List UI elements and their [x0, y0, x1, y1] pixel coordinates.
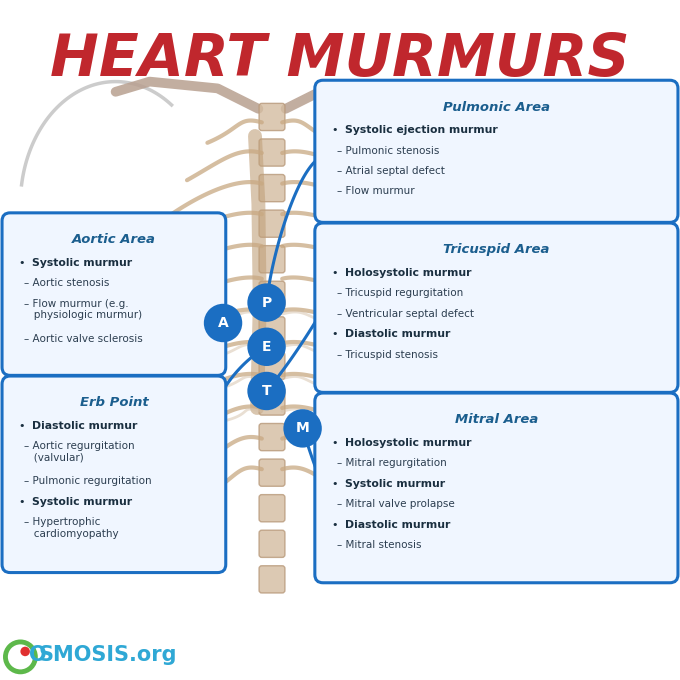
Text: SMOSIS.org: SMOSIS.org [39, 645, 177, 665]
Text: •: • [331, 268, 338, 278]
Text: T: T [262, 384, 271, 398]
FancyBboxPatch shape [315, 223, 678, 392]
Text: •: • [331, 520, 338, 530]
Text: Erb Point: Erb Point [80, 396, 148, 409]
Text: Aortic Area: Aortic Area [72, 233, 156, 246]
Circle shape [249, 373, 284, 409]
Text: •: • [331, 125, 338, 135]
Circle shape [205, 305, 241, 341]
Text: P: P [261, 296, 272, 309]
Text: Systolic murmur: Systolic murmur [32, 497, 132, 507]
Circle shape [5, 642, 35, 672]
Text: Diastolic murmur: Diastolic murmur [32, 421, 137, 431]
Text: – Ventricular septal defect: – Ventricular septal defect [337, 309, 473, 319]
Text: E: E [262, 340, 271, 354]
Text: Holosystolic murmur: Holosystolic murmur [345, 438, 471, 448]
FancyBboxPatch shape [259, 494, 285, 522]
Text: – Hypertrophic
   cardiomyopathy: – Hypertrophic cardiomyopathy [24, 517, 118, 539]
Text: •: • [331, 479, 338, 489]
Text: Mitral Area: Mitral Area [455, 413, 538, 426]
Text: – Aortic regurgitation
   (valvular): – Aortic regurgitation (valvular) [24, 441, 135, 463]
Text: – Mitral stenosis: – Mitral stenosis [337, 540, 421, 550]
FancyBboxPatch shape [259, 352, 285, 379]
FancyBboxPatch shape [259, 282, 285, 309]
Text: Systolic murmur: Systolic murmur [345, 479, 445, 489]
FancyBboxPatch shape [259, 566, 285, 593]
FancyBboxPatch shape [259, 139, 285, 166]
Text: – Tricuspid regurgitation: – Tricuspid regurgitation [337, 288, 463, 299]
Text: – Aortic stenosis: – Aortic stenosis [24, 278, 109, 288]
Text: Tricuspid Area: Tricuspid Area [443, 243, 549, 256]
FancyBboxPatch shape [259, 245, 285, 273]
FancyBboxPatch shape [259, 424, 285, 451]
Text: – Flow murmur (e.g.
   physiologic murmur): – Flow murmur (e.g. physiologic murmur) [24, 299, 142, 320]
Text: – Flow murmur: – Flow murmur [337, 186, 414, 197]
FancyBboxPatch shape [259, 530, 285, 558]
Text: Diastolic murmur: Diastolic murmur [345, 520, 450, 530]
Circle shape [249, 285, 284, 320]
Text: •: • [331, 438, 338, 448]
Circle shape [20, 647, 30, 656]
FancyBboxPatch shape [259, 103, 285, 131]
Text: Systolic ejection murmur: Systolic ejection murmur [345, 125, 498, 135]
Text: •: • [18, 497, 25, 507]
Text: HEART MURMURS: HEART MURMURS [50, 31, 630, 88]
Text: – Pulmonic stenosis: – Pulmonic stenosis [337, 146, 439, 156]
Circle shape [249, 329, 284, 364]
FancyBboxPatch shape [259, 388, 285, 415]
FancyBboxPatch shape [259, 175, 285, 202]
Text: – Mitral regurgitation: – Mitral regurgitation [337, 458, 446, 469]
Text: A: A [218, 316, 228, 330]
Text: Pulmonic Area: Pulmonic Area [443, 101, 550, 114]
FancyBboxPatch shape [315, 393, 678, 583]
Text: M: M [296, 422, 309, 435]
Text: – Aortic valve sclerosis: – Aortic valve sclerosis [24, 334, 143, 343]
Text: – Pulmonic regurgitation: – Pulmonic regurgitation [24, 477, 152, 486]
Text: – Tricuspid stenosis: – Tricuspid stenosis [337, 350, 438, 360]
Text: Systolic murmur: Systolic murmur [32, 258, 132, 268]
FancyBboxPatch shape [2, 376, 226, 573]
Text: – Mitral valve prolapse: – Mitral valve prolapse [337, 499, 454, 509]
Text: O: O [29, 645, 46, 665]
Circle shape [285, 411, 320, 446]
Text: •: • [18, 258, 25, 268]
FancyBboxPatch shape [2, 213, 226, 375]
Text: •: • [18, 421, 25, 431]
Text: •: • [331, 329, 338, 339]
FancyBboxPatch shape [315, 80, 678, 222]
Text: Diastolic murmur: Diastolic murmur [345, 329, 450, 339]
Text: Holosystolic murmur: Holosystolic murmur [345, 268, 471, 278]
FancyBboxPatch shape [259, 210, 285, 237]
FancyBboxPatch shape [259, 317, 285, 344]
Text: – Atrial septal defect: – Atrial septal defect [337, 166, 445, 176]
FancyBboxPatch shape [259, 459, 285, 486]
